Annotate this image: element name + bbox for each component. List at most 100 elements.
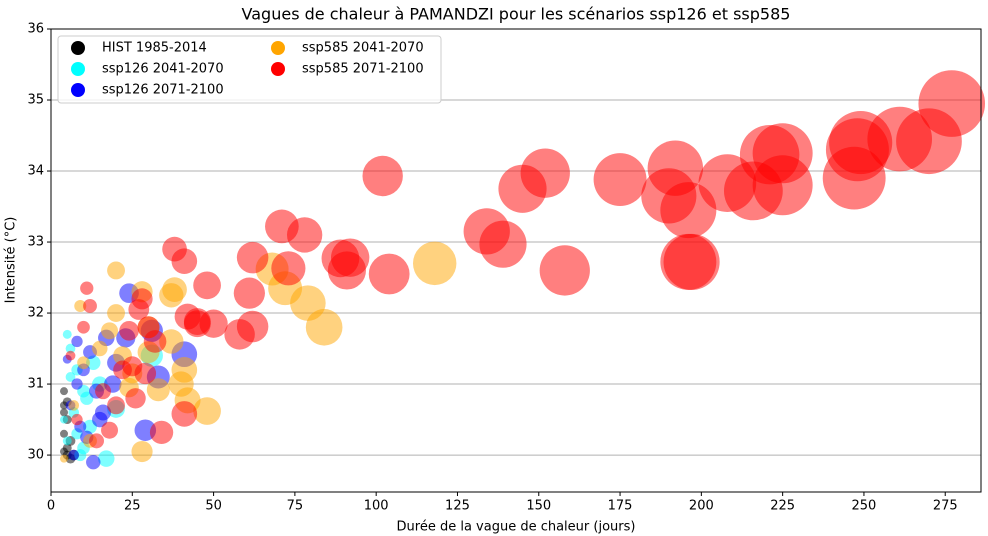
data-point <box>65 350 76 361</box>
data-point <box>193 271 221 300</box>
data-point <box>65 343 76 354</box>
x-axis-label: Durée de la vague de chaleur (jours) <box>397 520 636 535</box>
data-point <box>539 245 590 296</box>
data-point <box>60 429 69 438</box>
data-point <box>101 322 119 340</box>
data-point <box>327 251 366 290</box>
y-tick-label: 34 <box>27 164 44 179</box>
data-point <box>128 299 150 320</box>
data-point <box>125 388 146 409</box>
legend-label: ssp126 2041-2070 <box>102 62 224 77</box>
x-tick-label: 0 <box>47 499 55 514</box>
data-point <box>412 241 457 286</box>
legend-label: HIST 1985-2014 <box>102 41 207 56</box>
data-point <box>174 303 201 330</box>
legend-marker <box>71 62 85 76</box>
data-point <box>68 400 80 411</box>
data-point <box>83 299 97 313</box>
plot-frame <box>50 28 982 493</box>
x-tick-label: 275 <box>933 499 958 514</box>
data-point <box>89 433 105 449</box>
data-point <box>479 220 527 268</box>
data-point <box>60 454 69 463</box>
data-point <box>271 251 306 286</box>
x-tick-label: 125 <box>445 499 470 514</box>
data-point <box>593 153 647 207</box>
data-point <box>822 146 886 210</box>
legend-marker <box>71 41 85 55</box>
data-point <box>92 411 108 428</box>
x-tick-label: 50 <box>205 499 222 514</box>
data-point <box>95 383 112 400</box>
plot-area <box>60 70 986 470</box>
legend-label: ssp585 2041-2070 <box>302 41 424 56</box>
data-point <box>663 233 720 290</box>
data-point <box>60 387 69 396</box>
data-point <box>60 408 69 417</box>
data-point <box>660 182 717 239</box>
x-tick-label: 150 <box>526 499 551 514</box>
x-tick-label: 100 <box>364 499 389 514</box>
data-point <box>305 308 343 346</box>
data-point <box>98 450 115 467</box>
y-tick-label: 31 <box>27 377 44 392</box>
data-point <box>498 164 547 213</box>
data-point <box>131 440 153 463</box>
data-point <box>65 372 76 382</box>
data-point <box>368 253 410 295</box>
legend: HIST 1985-2014 ssp126 2041-2070 ssp126 207… <box>57 35 442 104</box>
data-point <box>92 340 108 357</box>
legend-marker <box>271 41 285 55</box>
data-point <box>362 155 403 197</box>
data-point <box>62 329 72 339</box>
data-point <box>896 108 962 175</box>
data-point <box>68 449 80 461</box>
y-tick-label: 36 <box>27 22 44 37</box>
data-point <box>101 421 119 439</box>
data-point <box>193 397 221 425</box>
data-point <box>86 454 101 470</box>
data-point <box>149 420 174 445</box>
data-point <box>77 356 90 370</box>
y-tick-label: 35 <box>27 93 44 108</box>
data-point <box>62 436 72 446</box>
data-point <box>236 241 269 274</box>
y-tick-label: 33 <box>27 235 44 250</box>
data-point <box>146 378 170 402</box>
x-tick-label: 225 <box>770 499 795 514</box>
legend-label: ssp126 2071-2100 <box>102 83 224 98</box>
y-tick-label: 32 <box>27 306 44 321</box>
legend-label: ssp585 2071-2100 <box>302 62 424 77</box>
data-point <box>265 209 299 244</box>
data-point <box>162 277 187 302</box>
data-point <box>224 319 255 350</box>
x-tick-label: 175 <box>608 499 633 514</box>
x-tick-label: 25 <box>124 499 141 514</box>
x-tick-label: 75 <box>287 499 304 514</box>
data-point <box>71 413 83 426</box>
data-point <box>60 447 69 456</box>
data-point <box>86 355 101 370</box>
data-point <box>71 335 83 348</box>
data-point <box>119 321 139 341</box>
legend-marker <box>271 62 285 76</box>
data-point <box>74 299 87 312</box>
data-point <box>159 329 184 354</box>
data-point <box>60 415 69 424</box>
y-axis-label: Intensité (°C) <box>4 217 19 304</box>
data-point <box>107 396 125 415</box>
data-point <box>171 401 198 427</box>
legend-marker <box>71 83 85 97</box>
chart-title: Vagues de chaleur à PAMANDZI pour les sc… <box>242 5 791 24</box>
data-point <box>233 277 265 309</box>
data-point <box>71 378 83 390</box>
legend-box <box>57 35 442 104</box>
x-tick-label: 200 <box>689 499 714 514</box>
data-point <box>134 362 157 385</box>
y-tick-label: 30 <box>27 448 44 463</box>
x-tick-label: 250 <box>852 499 877 514</box>
data-point <box>162 236 187 262</box>
data-point <box>107 261 125 280</box>
data-point <box>80 281 94 295</box>
data-point <box>137 316 160 339</box>
